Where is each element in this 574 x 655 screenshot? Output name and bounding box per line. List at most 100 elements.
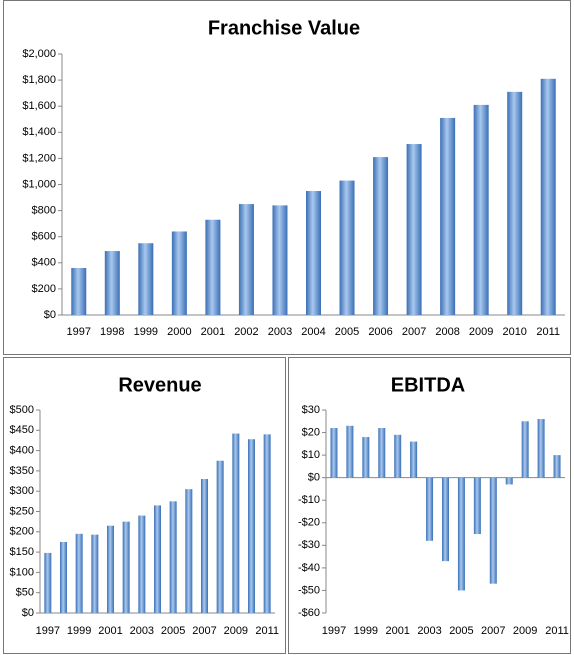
bar (169, 501, 177, 613)
bar (272, 205, 288, 315)
bar (154, 505, 161, 613)
bar (521, 421, 529, 478)
bar (104, 251, 120, 315)
x-tick-label: 2003 (268, 326, 292, 338)
bar (138, 515, 146, 613)
y-tick-label: $50 (16, 587, 34, 599)
x-tick-label: 2000 (167, 326, 191, 338)
bar (473, 104, 489, 316)
x-tick-label: 2009 (469, 326, 493, 338)
bar (75, 533, 83, 613)
y-tick-label: $1,400 (22, 126, 56, 138)
y-tick-label: $30 (302, 404, 320, 416)
bar (185, 489, 193, 613)
x-tick-label: 2011 (536, 326, 560, 338)
x-tick-label: 2011 (545, 625, 569, 637)
bar (394, 434, 402, 478)
y-tick-label: $100 (10, 566, 34, 578)
bar (263, 434, 271, 613)
y-tick-label: $0 (308, 472, 320, 484)
bar (248, 439, 255, 613)
bar (489, 477, 497, 584)
bar (339, 180, 355, 315)
bar (505, 477, 513, 485)
y-tick-label: $400 (32, 257, 56, 269)
bar (107, 525, 114, 613)
bar (362, 437, 370, 478)
y-tick-label: $1,200 (22, 152, 56, 164)
bar (406, 144, 422, 315)
bar (473, 477, 481, 535)
bar (205, 219, 221, 315)
x-tick-label: 2004 (301, 326, 325, 338)
y-tick-label: -$30 (298, 539, 320, 551)
x-tick-label: 1997 (322, 625, 346, 637)
bar (426, 477, 434, 541)
bar (238, 204, 254, 315)
x-tick-label: 2001 (385, 625, 409, 637)
bar (373, 157, 389, 315)
y-tick-label: $150 (10, 546, 34, 558)
x-tick-label: 2009 (224, 625, 248, 637)
bar (440, 117, 456, 315)
x-tick-label: 2010 (502, 326, 526, 338)
bar (540, 78, 556, 315)
bar (201, 479, 208, 613)
bar (410, 441, 418, 478)
bar (91, 534, 99, 613)
x-tick-label: 2005 (335, 326, 359, 338)
y-tick-label: $250 (10, 505, 34, 517)
y-tick-label: $600 (32, 231, 56, 243)
x-tick-label: 2005 (161, 625, 185, 637)
y-tick-label: $1,600 (22, 100, 56, 112)
y-tick-label: $1,000 (22, 178, 56, 190)
x-tick-label: 2002 (234, 326, 258, 338)
x-tick-label: 2009 (513, 625, 537, 637)
x-tick-label: 2008 (435, 326, 459, 338)
x-tick-label: 2001 (98, 625, 122, 637)
x-tick-label: 2005 (449, 625, 473, 637)
y-tick-label: $800 (32, 205, 56, 217)
bar (346, 425, 354, 478)
x-tick-label: 2007 (192, 625, 216, 637)
x-tick-label: 1999 (67, 625, 91, 637)
y-tick-label: $500 (10, 404, 34, 416)
bar (442, 477, 449, 562)
x-tick-label: 2001 (201, 326, 225, 338)
y-tick-label: $400 (10, 445, 34, 457)
bar (553, 455, 561, 478)
bar (306, 191, 321, 315)
x-tick-label: 1997 (67, 326, 91, 338)
y-tick-label: $2,000 (22, 48, 56, 60)
x-tick-label: 2011 (255, 625, 279, 637)
bar (378, 428, 386, 478)
bar (71, 268, 87, 315)
bar (138, 243, 154, 315)
bar (216, 460, 224, 613)
bar (537, 419, 545, 478)
y-tick-label: $0 (44, 309, 56, 321)
x-tick-label: 2007 (402, 326, 426, 338)
y-tick-label: $0 (22, 607, 34, 619)
bar (232, 433, 240, 613)
x-tick-label: 2003 (130, 625, 154, 637)
x-tick-label: 1997 (36, 625, 60, 637)
y-tick-label: -$50 (298, 584, 320, 596)
y-tick-label: -$10 (298, 494, 320, 506)
bar (507, 91, 523, 315)
y-tick-label: $200 (10, 526, 34, 538)
y-tick-label: $450 (10, 424, 34, 436)
y-tick-label: $300 (10, 485, 34, 497)
x-tick-label: 1999 (134, 326, 158, 338)
x-tick-label: 1999 (354, 625, 378, 637)
y-tick-label: $10 (302, 449, 320, 461)
bar (171, 231, 187, 315)
bar (457, 477, 465, 591)
x-tick-label: 1998 (100, 326, 124, 338)
chart-title: EBITDA (391, 374, 465, 396)
y-tick-label: $1,800 (22, 74, 56, 86)
y-tick-label: $200 (32, 283, 56, 295)
chart-title: Franchise Value (208, 17, 360, 39)
